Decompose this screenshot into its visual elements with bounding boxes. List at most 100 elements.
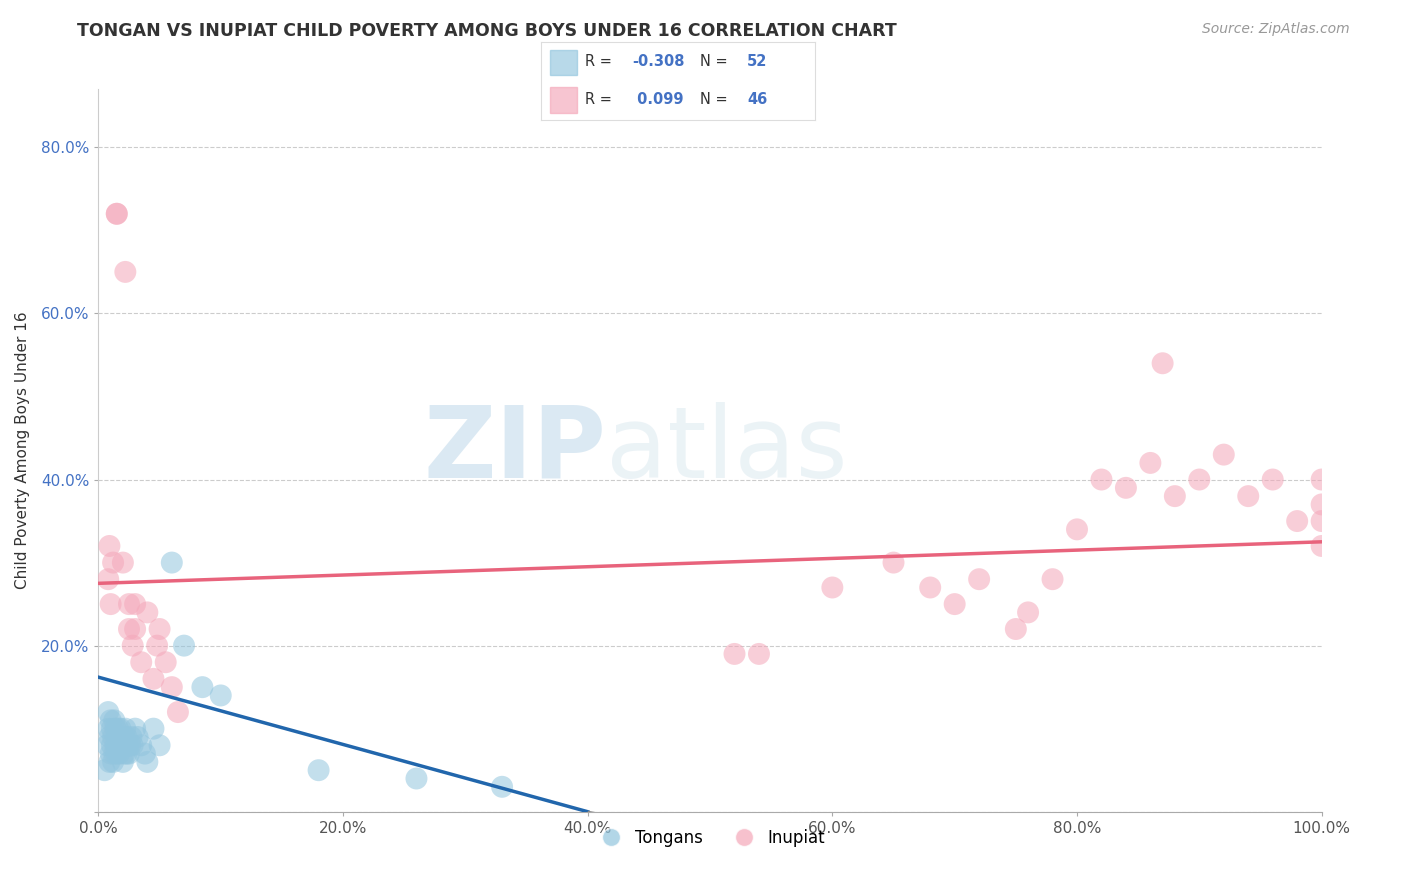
Point — [160, 556, 183, 570]
Point — [105, 207, 128, 221]
Point — [1164, 489, 1187, 503]
Text: R =: R = — [585, 92, 617, 107]
Point — [101, 730, 124, 744]
Point — [1237, 489, 1260, 503]
Point — [129, 739, 152, 753]
Point — [101, 556, 124, 570]
Text: 46: 46 — [747, 92, 768, 107]
Point — [107, 722, 129, 736]
Point — [1188, 473, 1211, 487]
Point — [124, 597, 146, 611]
Point — [967, 572, 990, 586]
Legend: Tongans, Inupiat: Tongans, Inupiat — [588, 822, 832, 854]
Point — [118, 597, 141, 611]
Point — [104, 739, 127, 753]
Point — [149, 622, 172, 636]
Point — [1212, 448, 1234, 462]
Point — [97, 705, 120, 719]
Text: 0.099: 0.099 — [631, 92, 683, 107]
Point — [98, 539, 121, 553]
Point — [105, 207, 128, 221]
Point — [405, 772, 427, 786]
Point — [723, 647, 745, 661]
Point — [110, 739, 132, 753]
Point — [101, 722, 124, 736]
Point — [111, 739, 134, 753]
Point — [1115, 481, 1137, 495]
Point — [1139, 456, 1161, 470]
Point — [124, 622, 146, 636]
Point — [97, 572, 120, 586]
Point — [155, 655, 177, 669]
Point — [142, 722, 165, 736]
Point — [115, 747, 138, 761]
Point — [1261, 473, 1284, 487]
Point — [1066, 522, 1088, 536]
Point — [129, 655, 152, 669]
Text: 52: 52 — [747, 54, 768, 70]
Point — [146, 639, 169, 653]
Point — [1017, 606, 1039, 620]
Point — [97, 722, 120, 736]
Point — [101, 739, 124, 753]
Point — [308, 763, 330, 777]
Point — [121, 639, 143, 653]
Bar — [550, 87, 576, 112]
Point — [117, 739, 139, 753]
Point — [118, 622, 141, 636]
Point — [167, 705, 190, 719]
Text: TONGAN VS INUPIAT CHILD POVERTY AMONG BOYS UNDER 16 CORRELATION CHART: TONGAN VS INUPIAT CHILD POVERTY AMONG BO… — [77, 22, 897, 40]
Point — [93, 763, 115, 777]
Text: Source: ZipAtlas.com: Source: ZipAtlas.com — [1202, 22, 1350, 37]
Point — [1090, 473, 1112, 487]
Point — [142, 672, 165, 686]
Text: atlas: atlas — [606, 402, 848, 499]
Point — [103, 747, 125, 761]
Point — [100, 747, 122, 761]
Point — [120, 730, 142, 744]
Point — [1004, 622, 1026, 636]
Point — [121, 739, 143, 753]
Point — [105, 747, 128, 761]
Point — [112, 747, 135, 761]
Point — [920, 581, 942, 595]
Point — [1152, 356, 1174, 370]
Point — [111, 556, 134, 570]
Point — [491, 780, 513, 794]
Point — [120, 739, 142, 753]
Point — [107, 739, 129, 753]
Point — [98, 730, 121, 744]
Point — [173, 639, 195, 653]
Point — [101, 755, 124, 769]
Point — [115, 730, 138, 744]
Point — [1042, 572, 1064, 586]
Point — [821, 581, 844, 595]
Text: -0.308: -0.308 — [631, 54, 685, 70]
Point — [110, 722, 132, 736]
Point — [1286, 514, 1309, 528]
Point — [100, 597, 122, 611]
Point — [103, 714, 125, 728]
Point — [160, 680, 183, 694]
Point — [100, 714, 122, 728]
Point — [114, 265, 136, 279]
Point — [209, 689, 232, 703]
Y-axis label: Child Poverty Among Boys Under 16: Child Poverty Among Boys Under 16 — [15, 311, 30, 590]
Point — [136, 606, 159, 620]
Point — [108, 747, 131, 761]
Point — [108, 730, 131, 744]
Point — [1310, 539, 1333, 553]
Point — [943, 597, 966, 611]
Point — [96, 739, 118, 753]
Point — [114, 739, 136, 753]
Point — [114, 722, 136, 736]
Text: N =: N = — [700, 92, 733, 107]
Point — [883, 556, 905, 570]
Text: ZIP: ZIP — [423, 402, 606, 499]
Point — [1310, 514, 1333, 528]
Point — [124, 722, 146, 736]
Point — [118, 747, 141, 761]
Bar — [550, 50, 576, 75]
Point — [134, 747, 156, 761]
Point — [112, 730, 135, 744]
